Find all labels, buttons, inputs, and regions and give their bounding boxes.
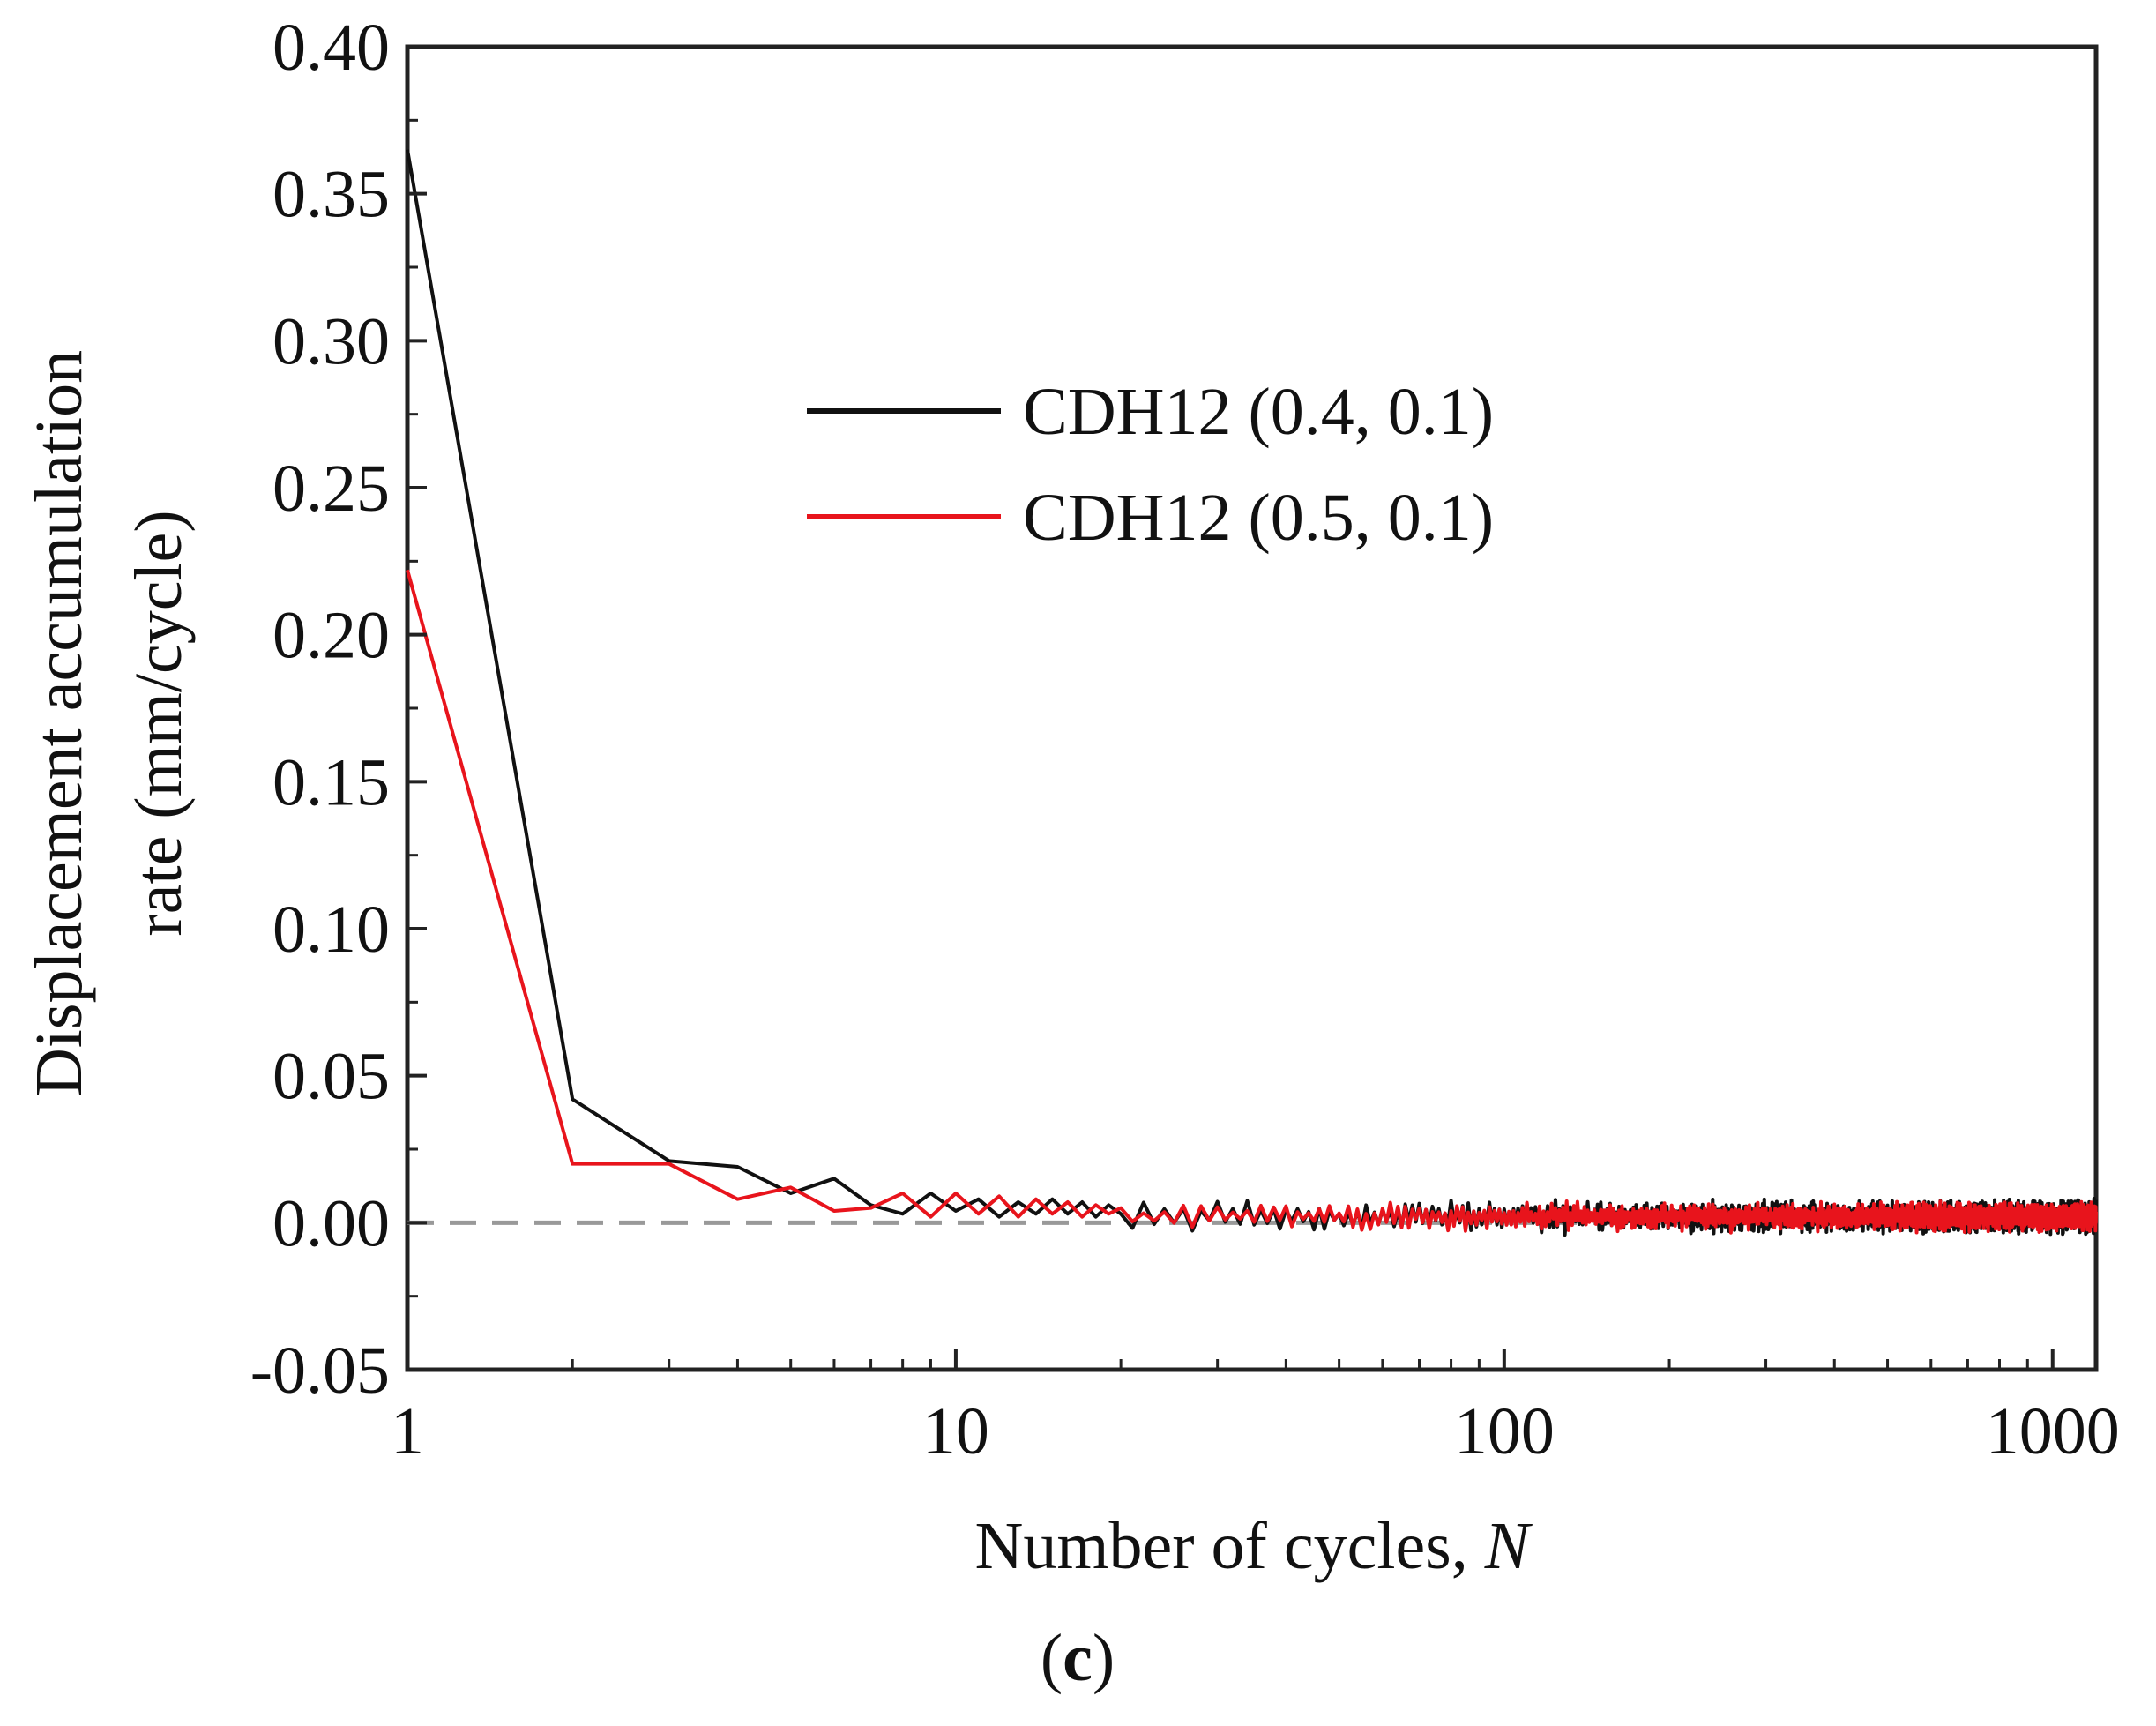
x-axis-title: Number of cycles, N xyxy=(975,1509,1533,1583)
series-line-2 xyxy=(406,569,2098,1235)
x-axis-ticks: 1 10 100 1000 xyxy=(391,1349,2120,1468)
y-tick-label: 0.35 xyxy=(272,158,390,232)
y-axis-title-line1: Displacement accumulation xyxy=(22,350,96,1096)
y-tick-label: 0.15 xyxy=(272,745,390,819)
y-tick-label: 0.10 xyxy=(272,893,390,967)
x-tick-label: 1 xyxy=(391,1394,424,1468)
legend: CDH12 (0.4, 0.1) CDH12 (0.5, 0.1) xyxy=(807,375,1494,555)
y-tick-label: 0.40 xyxy=(272,11,390,85)
y-tick-label: 0.25 xyxy=(272,452,390,526)
series-lines xyxy=(406,149,2098,1237)
legend-label-1: CDH12 (0.4, 0.1) xyxy=(1023,375,1494,449)
x-tick-label: 10 xyxy=(922,1394,989,1468)
series-line-1 xyxy=(406,149,2098,1237)
y-tick-label: 0.00 xyxy=(272,1186,390,1260)
y-tick-label: 0.20 xyxy=(272,599,390,673)
y-axis-title-line2: rate (mm/cycle) xyxy=(122,510,196,936)
x-tick-label: 1000 xyxy=(1986,1394,2120,1468)
y-tick-label: 0.05 xyxy=(272,1040,390,1114)
legend-label-2: CDH12 (0.5, 0.1) xyxy=(1023,481,1494,555)
plot-frame xyxy=(405,44,2099,1372)
y-tick-label: -0.05 xyxy=(250,1334,390,1408)
x-tick-label: 100 xyxy=(1454,1394,1555,1468)
y-tick-label: 0.30 xyxy=(272,304,390,378)
figure-caption: (c) xyxy=(1041,1621,1115,1695)
y-axis-ticks: -0.05 0.00 0.05 0.10 0.15 0.20 0.25 0.30 0.35 0.4… xyxy=(250,11,427,1408)
